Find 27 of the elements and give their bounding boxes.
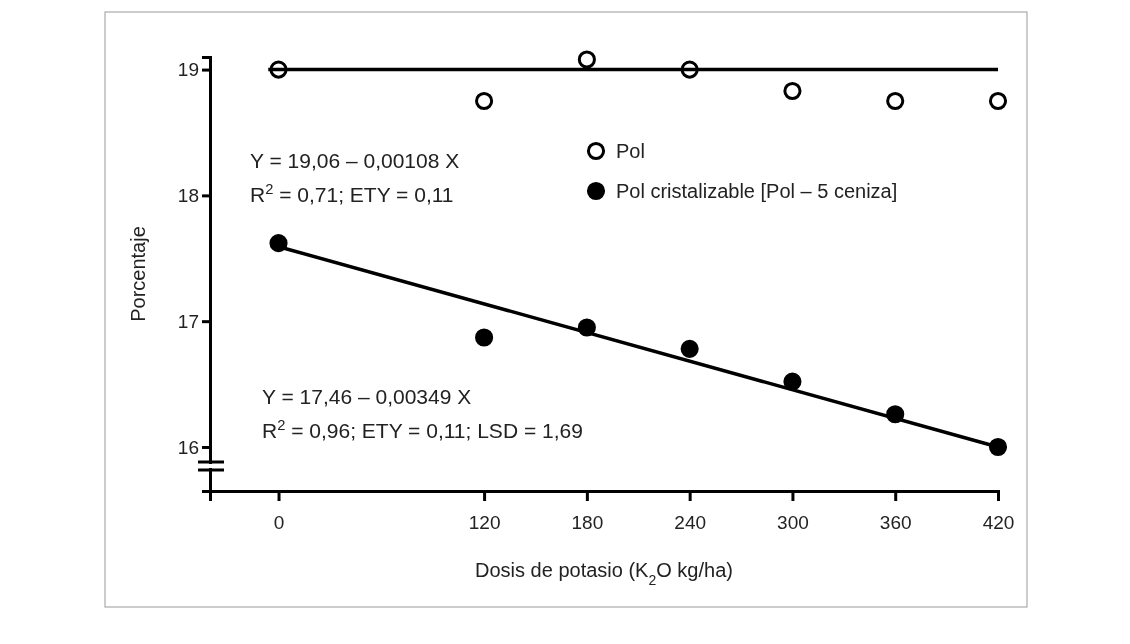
x-tick-label: 0	[273, 511, 285, 533]
x-tick-label: 420	[982, 511, 1015, 533]
point	[886, 91, 905, 111]
annotation: R$^{2}$ = 0,71; ETY = 0,11	[250, 181, 454, 206]
x-tick-label: 240	[674, 511, 706, 533]
point	[680, 339, 699, 358]
annotation: R$^{2}$ = 0,96; ETY = 0,11; LSD = 1,69	[262, 417, 583, 442]
annotation: Y = 17,46 – 0,00349 X	[262, 385, 472, 408]
x-axis-title: Dosis de potasio (K$_{2}$O kg/ha)	[475, 559, 733, 588]
x-tick-label: 180	[571, 511, 604, 533]
y-tick-label: 17	[177, 310, 199, 332]
x-tick-label: 360	[879, 511, 912, 533]
legend-label: Pol cristalizable [Pol – 5 ceniza]	[616, 180, 898, 202]
point	[475, 91, 494, 111]
y-tick-label: 18	[177, 184, 199, 206]
y-axis-title: Porcentaje	[127, 226, 149, 322]
point	[475, 328, 494, 347]
point	[988, 91, 1008, 111]
y-tick-label: 16	[177, 436, 199, 458]
legend-label: Pol	[616, 140, 645, 162]
x-tick-label: 300	[777, 511, 809, 533]
y-tick-label: 19	[177, 59, 199, 81]
x-tick-label: 120	[468, 511, 501, 533]
point	[783, 81, 802, 101]
point	[577, 50, 596, 69]
point	[783, 372, 802, 391]
annotation: Y = 19,06 – 0,00108 X	[250, 149, 460, 172]
